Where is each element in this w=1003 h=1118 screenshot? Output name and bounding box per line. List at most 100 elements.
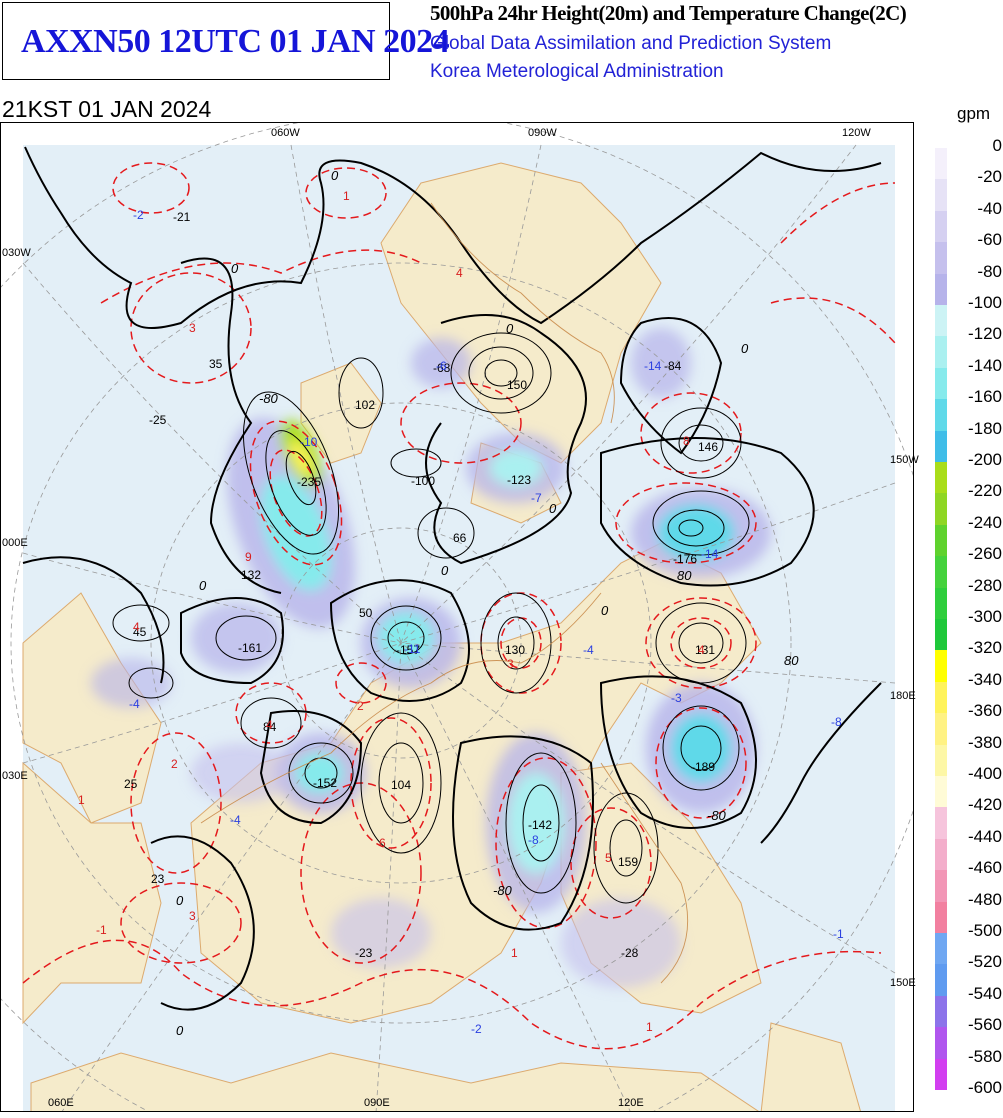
temp-fall-label: -8 — [528, 833, 539, 847]
legend-swatch — [935, 210, 947, 243]
grid-label-top-60w: 060W — [271, 127, 300, 139]
height-center-label: -176 — [673, 552, 698, 566]
legend-item: -500 — [933, 921, 1003, 965]
height-center-label: 150 — [507, 378, 528, 392]
contour-value-label: 0 — [441, 563, 449, 578]
map-panel: -21 35 -25 -235 102 -68 150 -84 146 -100 -123 66 -17… — [0, 122, 914, 1112]
grid-label-left-30e: 030E — [2, 770, 28, 782]
legend-item: -140 — [933, 356, 1003, 400]
temp-fall-label: -2 — [471, 1022, 482, 1036]
legend-label: -340 — [967, 669, 1002, 689]
legend-item: -40 — [933, 199, 1003, 243]
legend-item: -480 — [933, 890, 1003, 933]
legend-swatch — [935, 681, 947, 714]
grid-label-top-120w: 120W — [842, 127, 871, 139]
temp-rise-label: 3 — [507, 657, 514, 671]
legend-swatch — [935, 242, 947, 274]
contour-value-label: 0 — [549, 501, 557, 516]
legend-swatch — [935, 776, 947, 808]
legend-swatch — [935, 964, 947, 996]
grid-label-right-180e: 180E — [890, 690, 916, 702]
legend-item: -360 — [933, 701, 1003, 745]
legend-label: -600 — [967, 1078, 1002, 1097]
temp-rise-label: 4 — [133, 620, 140, 634]
legend-swatch — [935, 901, 947, 933]
height-contours — [22, 146, 882, 1011]
legend-label: -40 — [977, 198, 1002, 218]
height-center-label: -84 — [664, 359, 682, 373]
legend-label: -60 — [977, 230, 1002, 250]
temp-fall-label: -14 — [644, 359, 662, 373]
legend-label: -440 — [967, 826, 1002, 846]
legend-swatch — [935, 462, 947, 494]
legend-item: -280 — [933, 576, 1003, 619]
height-center-label: 84 — [263, 720, 277, 734]
legend-label: -260 — [967, 544, 1002, 564]
temp-rise-label: 9 — [245, 550, 252, 564]
temp-rise-label: -1 — [96, 923, 107, 937]
legend-item: -100 — [933, 293, 1003, 337]
legend-swatch — [935, 1058, 947, 1090]
legend-swatch — [935, 995, 947, 1028]
temp-rise-label: 4 — [698, 643, 705, 657]
legend-item: -400 — [933, 764, 1003, 808]
grid-label-bottom-60e: 060E — [48, 1097, 74, 1109]
legend-item: -560 — [933, 1015, 1003, 1059]
contour-value-label: 80 — [677, 568, 692, 583]
agency-name: Korea Meterological Administration — [430, 61, 724, 82]
legend-swatch — [935, 807, 947, 839]
product-title-box: AXXN50 12UTC 01 JAN 2024 — [2, 2, 450, 80]
legend-swatch — [935, 556, 947, 588]
height-center-label: 35 — [209, 357, 223, 371]
legend-swatch — [935, 619, 947, 651]
legend-label: -140 — [967, 355, 1002, 375]
height-change-shading — [91, 328, 771, 988]
legend-item: -240 — [933, 513, 1003, 557]
contour-value-label: -80 — [493, 883, 512, 898]
contour-value-label: 0 — [741, 341, 749, 356]
legend-swatch — [935, 650, 947, 682]
legend-item: -440 — [933, 827, 1003, 871]
legend-swatch — [935, 524, 947, 557]
temp-fall-label: -6 — [436, 359, 447, 373]
height-center-label: 146 — [698, 440, 719, 454]
temp-rise-label: 4 — [266, 718, 273, 732]
legend-swatch — [935, 713, 947, 745]
grid-label-left-0e: 000E — [2, 537, 28, 549]
legend-item: -340 — [933, 670, 1003, 714]
height-center-label: 130 — [505, 643, 526, 657]
legend-item: -380 — [933, 733, 1003, 776]
legend-swatch — [935, 430, 947, 462]
height-center-label: -100 — [411, 474, 436, 488]
contour-value-label: 0 — [231, 261, 239, 276]
legend-swatch — [935, 399, 947, 431]
temp-rise-label: 1 — [343, 189, 350, 203]
height-center-label: -23 — [355, 946, 373, 960]
legend-unit: gpm — [957, 104, 991, 123]
temp-fall-label: -14 — [701, 547, 719, 561]
grid-label-right-150w: 150W — [890, 454, 919, 466]
legend-label: -200 — [967, 450, 1002, 469]
contour-value-label: -80 — [707, 808, 726, 823]
temp-rise-label: 3 — [189, 909, 196, 923]
legend-label: -420 — [967, 795, 1002, 815]
valid-time: 21KST 01 JAN 2024 — [2, 96, 212, 122]
temp-fall-label: -3 — [671, 691, 682, 705]
height-center-label: -21 — [173, 210, 191, 224]
legend-item: -260 — [933, 544, 1003, 588]
system-name: Global Data Assimilation and Prediction … — [430, 33, 832, 54]
temp-fall-label: -7 — [531, 491, 542, 505]
height-center-label: 23 — [151, 872, 165, 886]
legend-label: -100 — [967, 293, 1002, 312]
legend-swatch — [935, 179, 947, 211]
temp-fall-label: -4 — [230, 813, 241, 827]
legend-swatch — [935, 336, 947, 368]
height-center-label: -68 — [433, 361, 451, 375]
grid-label-right-150e: 150E — [890, 977, 916, 989]
legend-item: -320 — [933, 638, 1003, 682]
height-center-label: 50 — [359, 606, 373, 620]
height-center-label: 45 — [133, 625, 147, 639]
height-center-label: -152 — [313, 776, 338, 790]
contour-value-label: 0 — [176, 1023, 184, 1038]
temp-fall-label: -8 — [831, 715, 842, 729]
